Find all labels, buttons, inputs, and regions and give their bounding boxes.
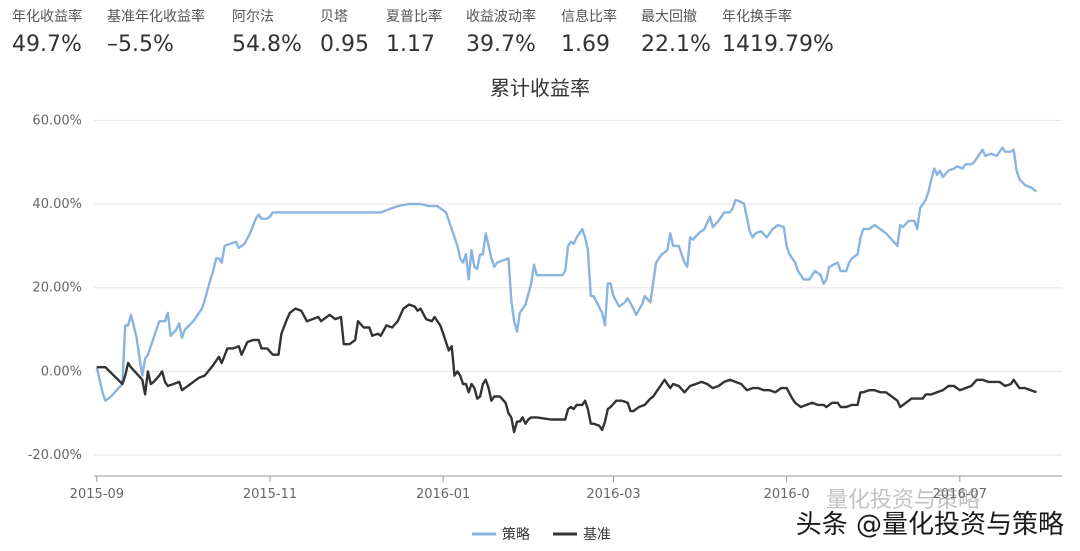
x-tick-label: 2015-09 (70, 487, 124, 502)
x-tick-label: 2016-0 (764, 487, 810, 502)
metric-label: 贝塔 (320, 9, 348, 25)
legend-item-strategy[interactable]: 策略 (472, 526, 530, 543)
metric-label: 夏普比率 (386, 9, 442, 25)
metric-turnover: 年化换手率 1419.79% (722, 6, 834, 57)
metric-label: 年化收益率 (12, 9, 82, 25)
metric-alpha: 阿尔法 54.8% (232, 6, 302, 57)
metric-label: 基准年化收益率 (107, 9, 205, 25)
y-tick-label: -20.00% (28, 448, 82, 463)
x-tick-label: 2016-03 (586, 487, 640, 502)
metric-value: 1.17 (386, 32, 435, 57)
chart-title: 累计收益率 (490, 76, 590, 100)
metric-value: 39.7% (466, 32, 536, 57)
metric-volatility: 收益波动率 39.7% (466, 6, 536, 57)
legend-item-benchmark[interactable]: 基准 (553, 526, 611, 543)
x-tick-label: 2016-01 (416, 487, 470, 502)
y-tick-label: 40.00% (32, 197, 82, 212)
series-line-strategy (95, 146, 1038, 402)
y-axis-ticks: -20.00% 0.00% 20.00% 40.00% 60.00% (28, 113, 82, 463)
metric-value: –5.5% (107, 32, 174, 57)
metric-label: 年化换手率 (722, 9, 792, 25)
metric-benchmark-return: 基准年化收益率 –5.5% (107, 6, 205, 57)
legend[interactable]: 策略 基准 (472, 526, 611, 543)
y-tick-label: 60.00% (32, 113, 82, 128)
grid-lines (94, 119, 1062, 456)
faint-watermark: 量化投资与策略 (826, 488, 981, 513)
metric-label: 信息比率 (561, 9, 617, 25)
metric-value: 22.1% (641, 32, 711, 57)
metric-value: 0.95 (320, 32, 369, 57)
metric-value: 54.8% (232, 32, 302, 57)
metric-annual-return: 年化收益率 49.7% (12, 6, 82, 57)
metrics-bar: 年化收益率 49.7% 基准年化收益率 –5.5% 阿尔法 54.8% 贝塔 0… (0, 0, 1080, 66)
metric-beta: 贝塔 0.95 (320, 6, 369, 57)
metric-value: 1419.79% (722, 32, 834, 57)
y-tick-label: 20.00% (32, 281, 82, 296)
metric-value: 1.69 (561, 32, 610, 57)
metric-label: 最大回撤 (641, 9, 697, 25)
x-tick-label: 2015-11 (243, 487, 297, 502)
x-tick-label: 2016-07 (933, 487, 987, 502)
x-axis: 2015-09 2015-11 2016-01 2016-03 2016-0 2016-0… (70, 475, 1062, 502)
metric-label: 阿尔法 (232, 9, 274, 25)
metric-label: 收益波动率 (466, 9, 536, 25)
metric-max-drawdown: 最大回撤 22.1% (641, 6, 711, 57)
legend-label: 基准 (583, 526, 611, 543)
metric-value: 49.7% (12, 32, 82, 57)
series-lines (95, 146, 1038, 434)
watermark-text: 头条 @量化投资与策略 (795, 510, 1064, 540)
y-tick-label: 0.00% (41, 364, 82, 379)
metric-sharpe: 夏普比率 1.17 (386, 6, 442, 57)
series-line-benchmark (96, 303, 1037, 434)
legend-label: 策略 (502, 526, 530, 543)
metric-information-ratio: 信息比率 1.69 (561, 6, 617, 57)
